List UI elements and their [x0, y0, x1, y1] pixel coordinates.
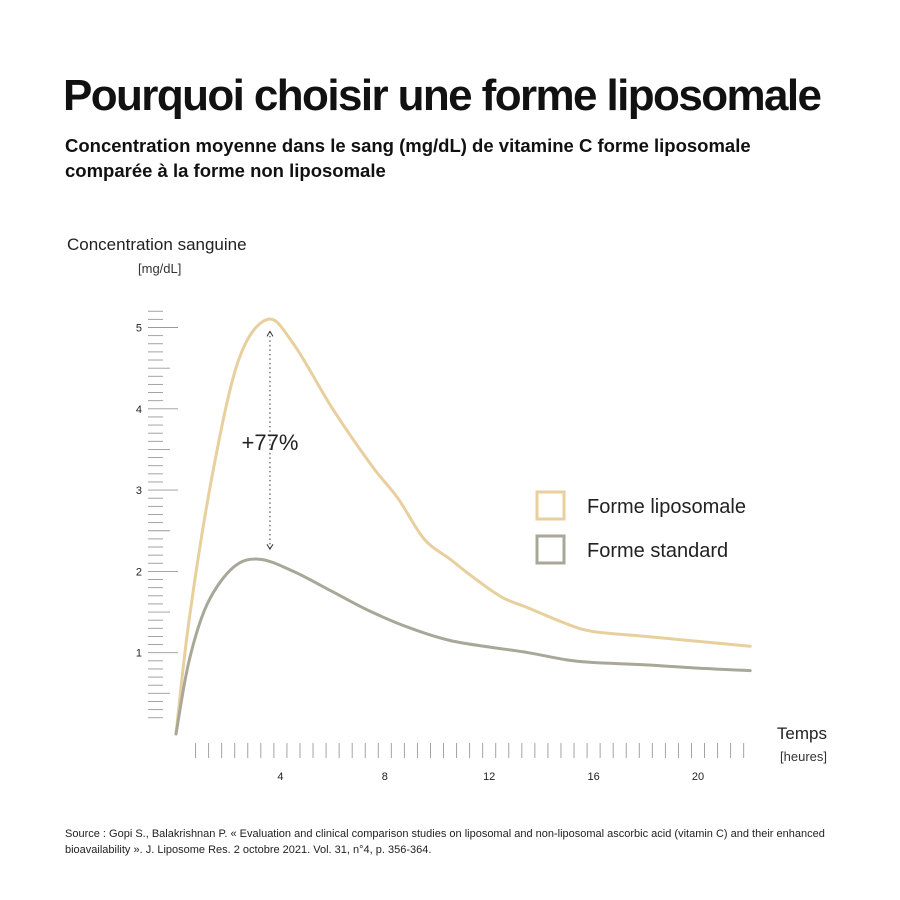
legend-label: Forme liposomale: [587, 496, 746, 518]
peak-difference-label: +77%: [242, 430, 299, 455]
x-tick-label: 8: [382, 771, 388, 783]
chart-subtitle: Concentration moyenne dans le sang (mg/d…: [65, 135, 751, 181]
y-axis-ruler: [148, 310, 178, 719]
y-tick-label: 5: [136, 323, 142, 335]
y-tick-label: 4: [136, 404, 142, 416]
y-axis-tick-labels: 1 2 3 4 5: [136, 323, 142, 660]
x-tick-label: 20: [692, 771, 704, 783]
x-axis-label: Temps: [777, 724, 827, 743]
arrow-head-up-icon: [266, 330, 274, 337]
x-tick-label: 16: [587, 771, 599, 783]
annotation-layer: +77%: [242, 330, 299, 551]
x-axis-ruler: [195, 743, 745, 758]
source-citation: Source : Gopi S., Balakrishnan P. « Eval…: [65, 828, 825, 856]
legend: Forme liposomale Forme standard: [535, 490, 746, 565]
series-line-standard: [174, 557, 752, 736]
legend-item-liposomal: Forme liposomale: [535, 490, 746, 521]
x-tick-label: 12: [483, 771, 495, 783]
y-tick-label: 2: [136, 566, 142, 578]
series-layer: [174, 317, 752, 736]
x-axis-tick-labels: 4 8 12 16 20: [277, 771, 704, 783]
y-axis-unit: [mg/dL]: [138, 261, 181, 276]
arrow-head-down-icon: [266, 543, 274, 551]
legend-label: Forme standard: [587, 540, 728, 562]
series-line-liposomal: [174, 317, 752, 736]
y-tick-label: 3: [136, 485, 142, 497]
legend-item-standard: Forme standard: [535, 534, 728, 565]
y-axis-label: Concentration sanguine: [67, 235, 247, 254]
x-tick-label: 4: [277, 771, 283, 783]
page-title: Pourquoi choisir une forme liposomale: [63, 71, 822, 120]
legend-swatch: [535, 490, 566, 521]
x-axis-unit: [heures]: [780, 749, 827, 764]
y-tick-label: 1: [136, 648, 142, 660]
legend-swatch: [535, 534, 566, 565]
